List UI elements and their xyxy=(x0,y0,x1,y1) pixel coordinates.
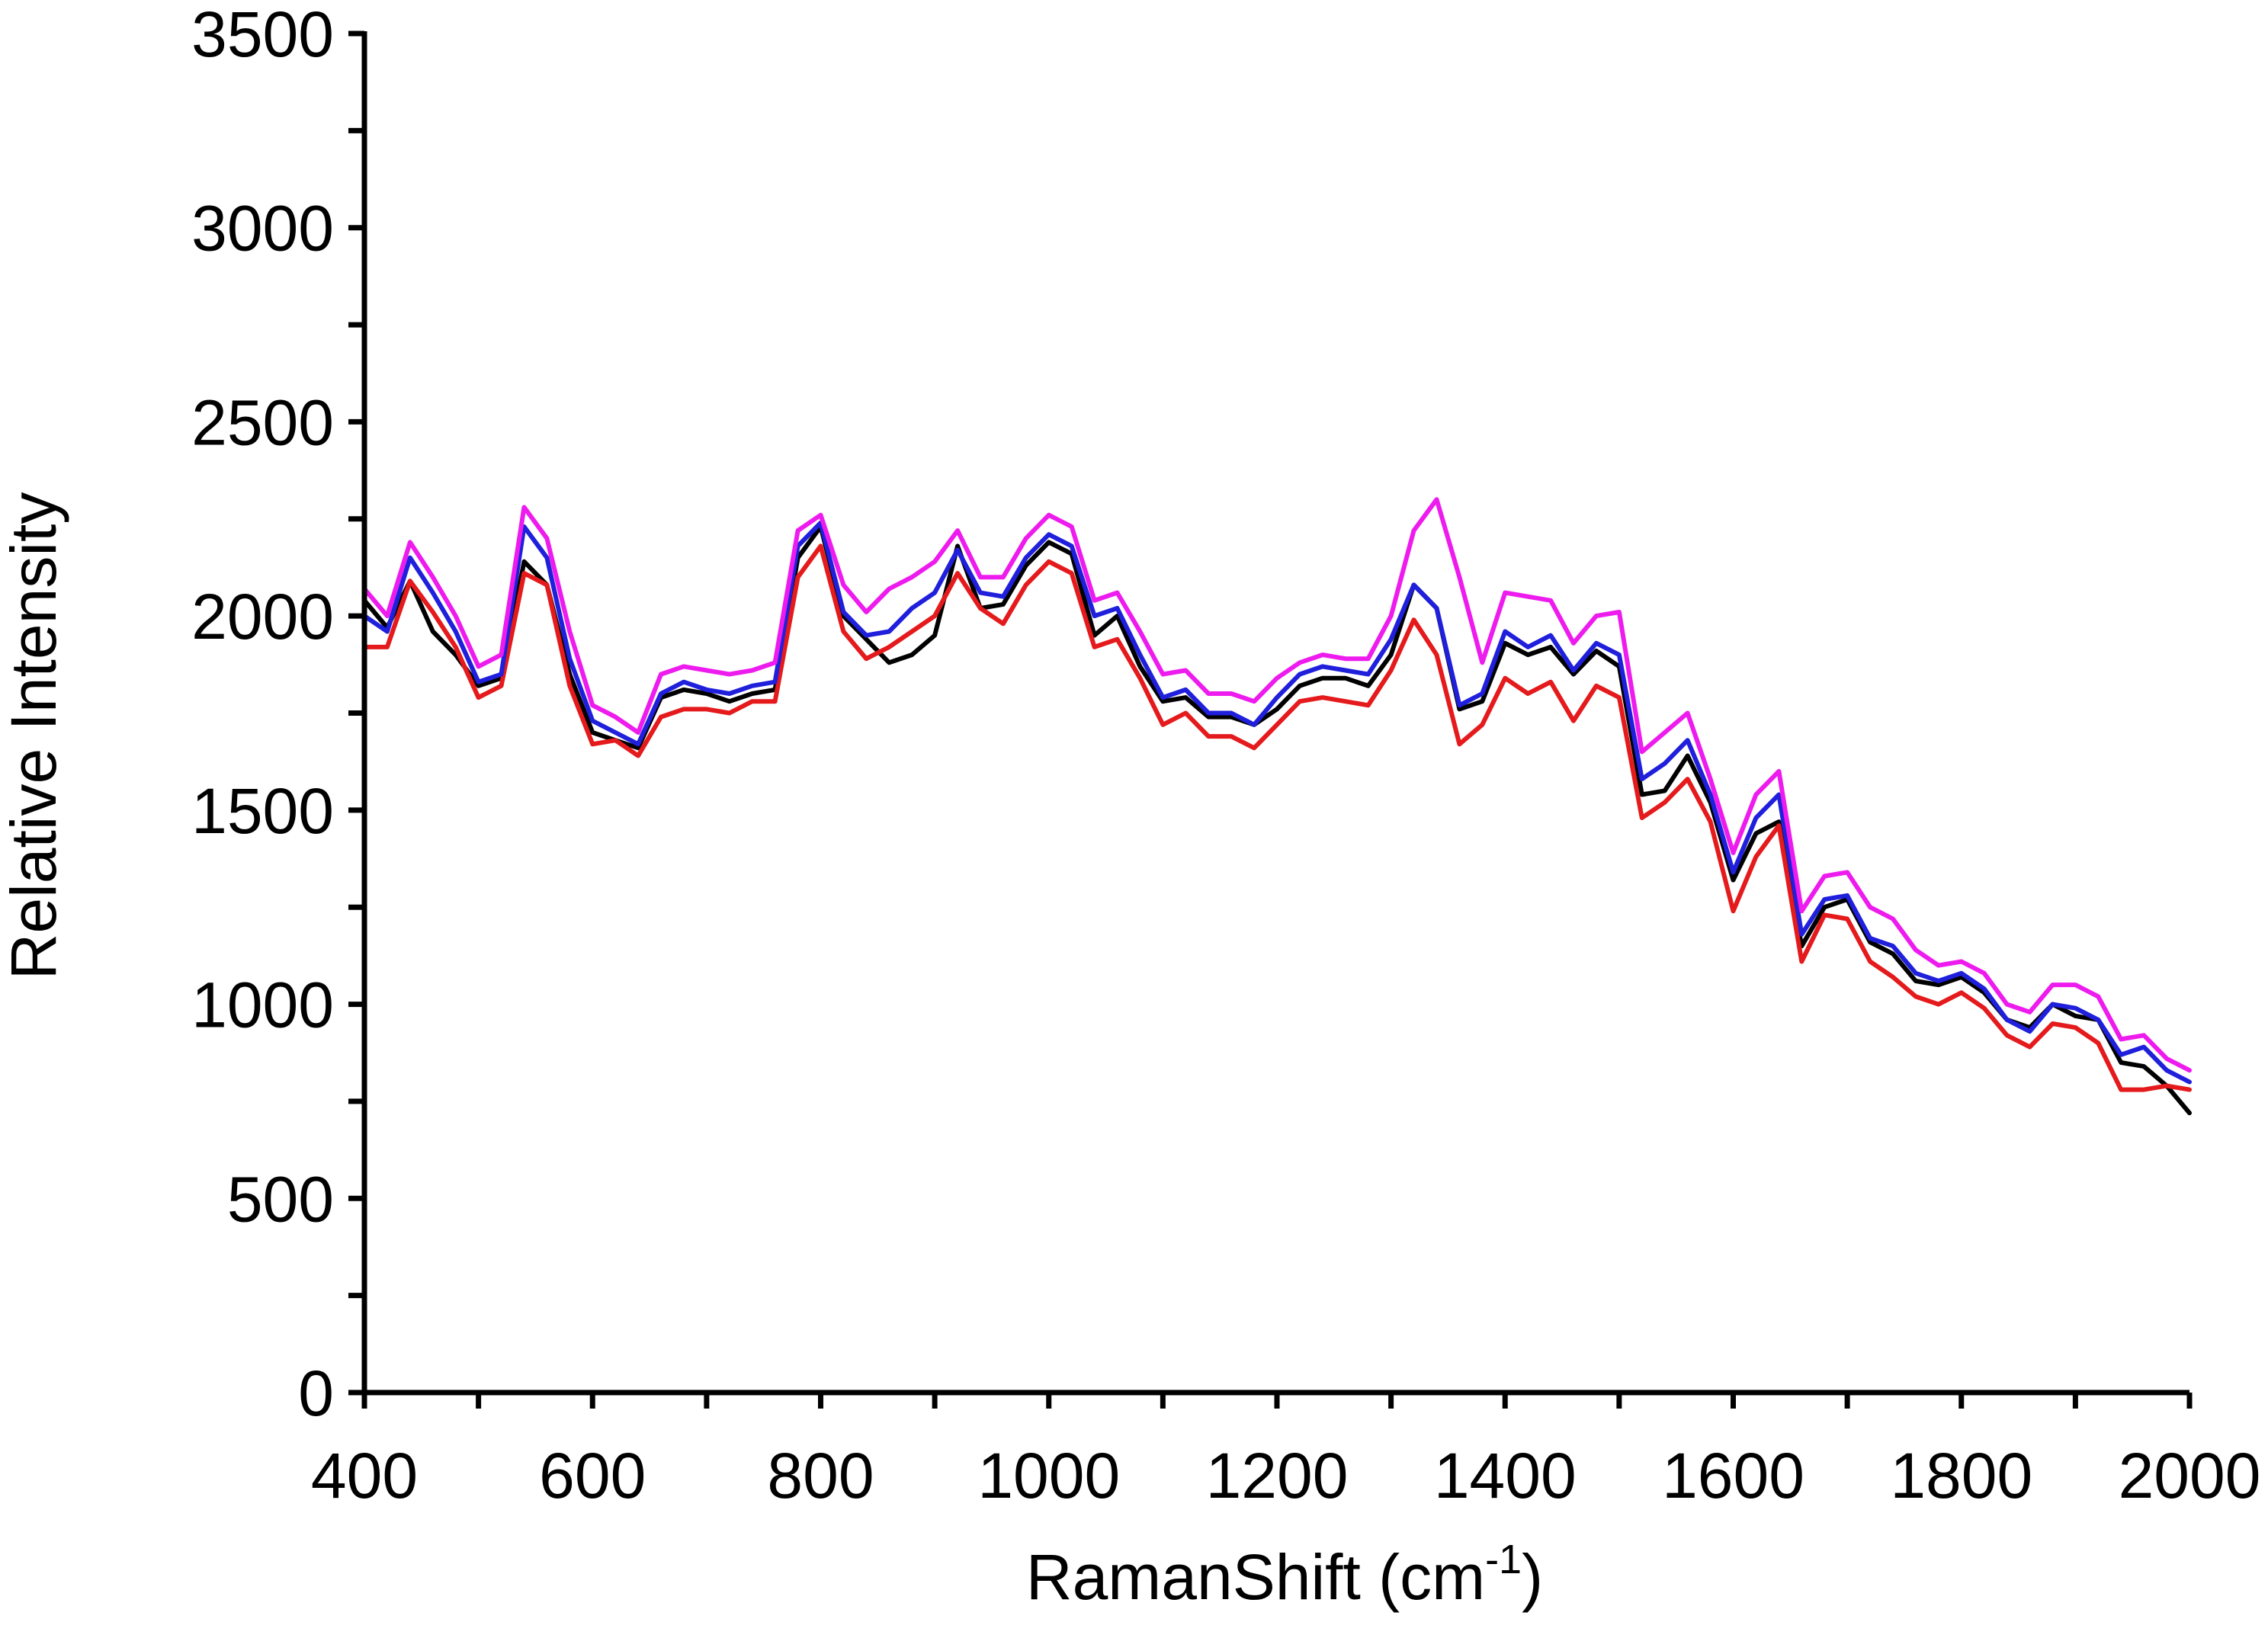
x-tick-label: 800 xyxy=(767,1440,874,1511)
y-tick-label: 500 xyxy=(227,1163,334,1235)
y-tick-label: 1000 xyxy=(191,970,334,1041)
series-line-4 xyxy=(362,497,2192,1073)
y-tick-label: 2500 xyxy=(191,386,334,458)
y-tick-label: 1500 xyxy=(191,775,334,847)
x-tick-label: 1000 xyxy=(977,1440,1120,1511)
x-axis-title-main: RamanShift (cm xyxy=(1026,1541,1485,1613)
series-line-1 xyxy=(362,524,2192,1116)
x-tick-label: 1200 xyxy=(1206,1440,1349,1511)
y-tick-label: 2000 xyxy=(191,581,334,652)
x-tick-label: 600 xyxy=(539,1440,646,1511)
x-tick-label: 400 xyxy=(311,1440,418,1511)
x-axis-title: RamanShift (cm-1) xyxy=(1026,1537,1543,1613)
x-axis-title-superscript: -1 xyxy=(1485,1537,1522,1582)
series-line-2 xyxy=(362,543,2192,1092)
y-tick-label: 3000 xyxy=(191,193,334,264)
x-axis-ticks: 400 600 800 1000 1200 1400 1600 1800 2000 xyxy=(311,1393,2261,1511)
x-tick-label: 1400 xyxy=(1434,1440,1577,1511)
y-tick-label: 3500 xyxy=(191,0,334,70)
plot-series-group xyxy=(362,497,2192,1116)
y-axis-ticks: 0 500 1000 1500 2000 2500 3000 3500 xyxy=(191,0,364,1429)
x-tick-label: 1800 xyxy=(1890,1440,2032,1511)
x-axis-title-close: ) xyxy=(1522,1541,1543,1613)
series-line-3 xyxy=(362,520,2192,1085)
x-tick-label: 2000 xyxy=(2119,1440,2261,1511)
y-axis-title: Relative Intensity xyxy=(0,492,69,980)
x-tick-label: 1600 xyxy=(1662,1440,1804,1511)
y-tick-label: 0 xyxy=(298,1358,334,1429)
